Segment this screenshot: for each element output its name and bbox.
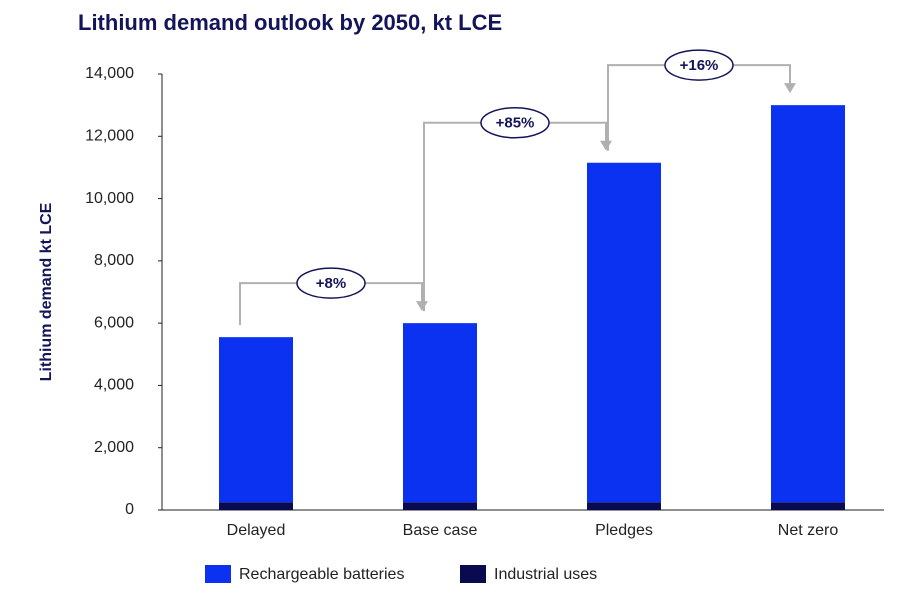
chart-title: Lithium demand outlook by 2050, kt LCE — [78, 10, 502, 35]
annotation: +8% — [316, 275, 346, 292]
annotation: +16% — [680, 57, 719, 74]
x-tick-label: Base case — [403, 522, 478, 539]
legend-swatch — [460, 565, 486, 583]
connector-arrow — [600, 140, 612, 151]
bar-segment — [403, 502, 477, 510]
y-tick-label: 10,000 — [85, 190, 134, 207]
bar-segment — [403, 323, 477, 503]
connector-arrow — [784, 83, 796, 94]
legend-label: Rechargeable batteries — [239, 566, 404, 583]
x-tick-label: Net zero — [778, 522, 839, 539]
bar-segment — [219, 337, 293, 503]
bar-segment — [587, 162, 661, 503]
y-tick-label: 6,000 — [94, 314, 134, 331]
y-tick-label: 14,000 — [85, 65, 134, 82]
bar-segment — [219, 502, 293, 510]
connector — [423, 121, 607, 312]
legend-label: Industrial uses — [494, 566, 597, 583]
y-tick-label: 4,000 — [94, 377, 134, 394]
annotation: +85% — [496, 115, 535, 132]
y-tick-label: 2,000 — [94, 439, 134, 456]
annotation-bubble — [480, 107, 550, 139]
annotation-bubble — [664, 49, 734, 81]
y-tick-label: 0 — [125, 501, 134, 518]
annotation-bubble — [296, 267, 366, 299]
bar-segment — [587, 502, 661, 510]
connector-arrow — [416, 301, 428, 312]
legend-swatch — [205, 565, 231, 583]
x-tick-label: Delayed — [227, 522, 286, 539]
y-tick-label: 12,000 — [85, 128, 134, 145]
bar-segment — [771, 105, 845, 503]
bar-segment — [771, 502, 845, 510]
x-tick-label: Pledges — [595, 522, 653, 539]
y-axis-label: Lithium demand kt LCE — [38, 202, 55, 381]
y-tick-label: 8,000 — [94, 252, 134, 269]
